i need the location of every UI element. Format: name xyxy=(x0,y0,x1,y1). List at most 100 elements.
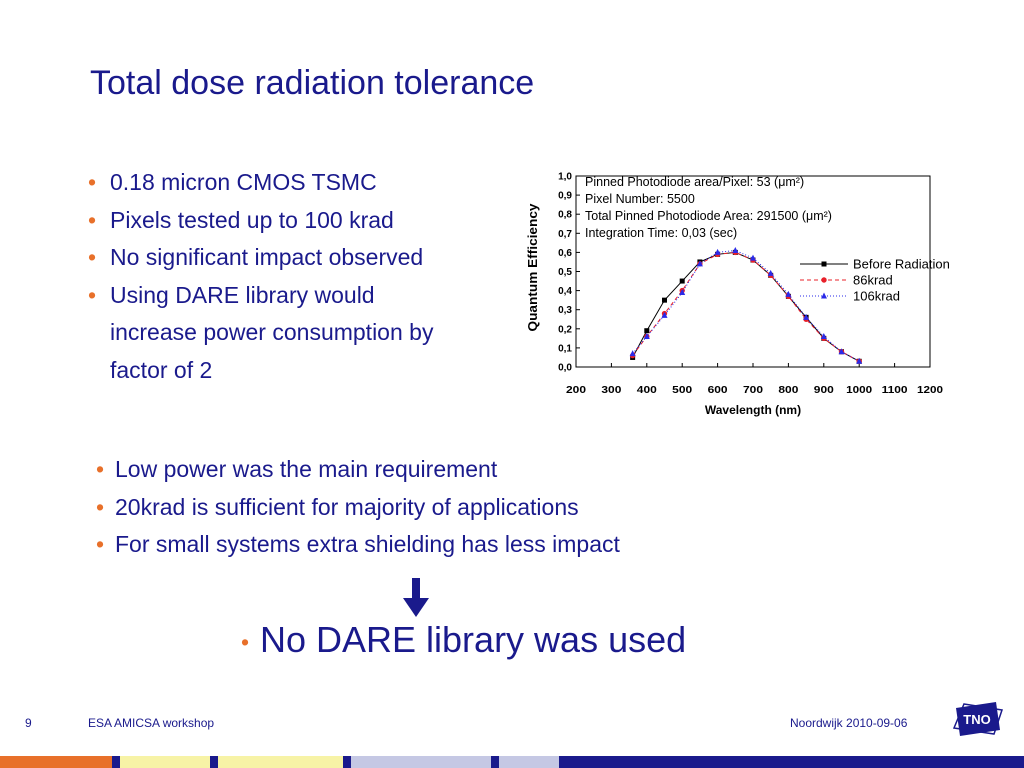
bullet-dot: • xyxy=(88,244,97,270)
bullet-dot: • xyxy=(96,456,105,482)
data-point xyxy=(714,248,721,255)
y-tick-label: 0,6 xyxy=(558,248,572,259)
series-line xyxy=(632,249,860,362)
stripe-segment xyxy=(0,756,112,768)
stripe-segment xyxy=(120,756,210,768)
x-tick-label: 400 xyxy=(637,384,657,396)
quantum-efficiency-chart: 0,0 0,1 0,2 0,3 0,4 0,5 0,6 0,7 0,8 0,9 1,0 200 300 4… xyxy=(525,172,950,418)
bullet-text: Low power was the main requirement xyxy=(115,456,498,482)
footer-color-stripe xyxy=(0,756,1024,768)
legend-label: Before Radiation xyxy=(853,257,950,272)
x-axis-label: Wavelength (nm) xyxy=(705,403,801,417)
y-tick-label: 0,4 xyxy=(558,286,572,297)
page-number: 9 xyxy=(25,716,32,730)
list-item-continuation: factor of 2 xyxy=(88,352,433,390)
y-tick-label: 0,2 xyxy=(558,324,572,335)
bullet-text: increase power consumption by xyxy=(110,319,434,345)
bullet-dot: • xyxy=(88,169,97,195)
conclusion-text: No DARE library was used xyxy=(260,619,687,660)
tno-logo: TNO xyxy=(952,702,1003,736)
stripe-segment xyxy=(351,756,491,768)
y-tick-label: 0,5 xyxy=(558,267,572,278)
logo-text: TNO xyxy=(963,712,990,727)
legend-marker xyxy=(821,292,827,299)
bullet-dot: • xyxy=(88,206,97,233)
list-item: • 20krad is sufficient for majority of ap… xyxy=(96,489,620,527)
series-line xyxy=(632,251,860,362)
legend-marker xyxy=(821,277,827,283)
data-point xyxy=(856,357,863,364)
x-tick-label: 600 xyxy=(708,384,728,396)
x-tick-label: 300 xyxy=(601,384,621,396)
list-item: • Pixels tested up to 100 krad xyxy=(88,202,433,240)
y-tick-label: 0,0 xyxy=(558,363,572,374)
x-tick-label: 800 xyxy=(778,384,798,396)
y-tick-label: 0,3 xyxy=(558,305,572,316)
middle-bullet-list: • Low power was the main requirement • 20k… xyxy=(96,451,620,564)
stripe-segment xyxy=(491,756,499,768)
bullet-text: Pixels tested up to 100 krad xyxy=(110,206,394,233)
y-tick-label: 1,0 xyxy=(558,172,572,183)
chart-annotation: Pinned Photodiode area/Pixel: 53 (μm²) xyxy=(585,175,804,189)
stripe-segment xyxy=(210,756,218,768)
stripe-segment xyxy=(343,756,351,768)
list-item: • For small systems extra shielding has l… xyxy=(96,526,620,564)
data-point xyxy=(644,328,650,334)
list-item: • Using DARE library would xyxy=(88,277,433,315)
bullet-text: factor of 2 xyxy=(110,356,213,383)
bullet-dot: • xyxy=(88,281,97,308)
list-item: • No DARE library was used xyxy=(241,618,686,662)
x-tick-label: 1100 xyxy=(882,384,908,396)
down-arrow-icon xyxy=(403,578,429,617)
data-point xyxy=(629,350,636,357)
footer-location-date: Noordwijk 2010-09-06 xyxy=(790,716,908,730)
data-point xyxy=(785,290,792,297)
y-axis-label: Quantum Efficiency xyxy=(525,203,540,332)
data-point xyxy=(838,348,845,355)
y-tick-label: 0,9 xyxy=(558,191,572,202)
stripe-segment xyxy=(499,756,559,768)
series-line xyxy=(632,251,860,362)
data-point xyxy=(820,332,827,339)
x-tick-label: 1200 xyxy=(917,384,943,396)
data-point xyxy=(679,278,685,284)
bullet-text: For small systems extra shielding has le… xyxy=(115,531,620,557)
x-tick-label: 200 xyxy=(566,384,586,396)
conclusion-bullet: • No DARE library was used xyxy=(241,618,686,662)
list-item: • No significant impact observed xyxy=(88,239,433,277)
stripe-segment xyxy=(559,756,1024,768)
legend-label: 86krad xyxy=(853,273,893,288)
y-tick-label: 0,1 xyxy=(558,343,572,354)
bullet-dot: • xyxy=(96,493,105,520)
data-point xyxy=(696,260,703,267)
data-point xyxy=(803,313,810,320)
chart-annotation: Integration Time: 0,03 (sec) xyxy=(585,226,737,240)
data-point xyxy=(643,332,650,339)
data-point xyxy=(767,269,774,276)
bullet-text: No significant impact observed xyxy=(110,244,424,270)
data-point xyxy=(661,311,668,318)
chart-annotation: Total Pinned Photodiode Area: 291500 (μm… xyxy=(585,209,832,223)
footer-event: ESA AMICSA workshop xyxy=(88,716,215,730)
x-tick-label: 700 xyxy=(743,384,763,396)
x-tick-label: 1000 xyxy=(846,384,872,396)
chart-annotation: Pixel Number: 5500 xyxy=(585,192,695,206)
x-tick-label: 500 xyxy=(672,384,692,396)
y-tick-label: 0,7 xyxy=(558,229,572,240)
data-point xyxy=(662,297,667,303)
bullet-dot: • xyxy=(96,531,105,557)
slide-title: Total dose radiation tolerance xyxy=(90,64,535,102)
data-point xyxy=(679,289,686,296)
bullet-dot: • xyxy=(241,629,250,655)
data-point xyxy=(732,246,739,253)
legend-label: 106krad xyxy=(853,289,900,304)
left-bullet-list: • 0.18 micron CMOS TSMC • Pixels tested up… xyxy=(88,164,433,389)
list-item-continuation: increase power consumption by xyxy=(88,314,433,352)
y-tick-label: 0,8 xyxy=(558,210,572,221)
list-item: • Low power was the main requirement xyxy=(96,451,620,489)
bullet-text: 20krad is sufficient for majority of app… xyxy=(115,493,579,520)
bullet-text: 0.18 micron CMOS TSMC xyxy=(110,169,377,195)
data-point xyxy=(750,254,756,261)
list-item: • 0.18 micron CMOS TSMC xyxy=(88,164,433,202)
stripe-segment xyxy=(218,756,343,768)
